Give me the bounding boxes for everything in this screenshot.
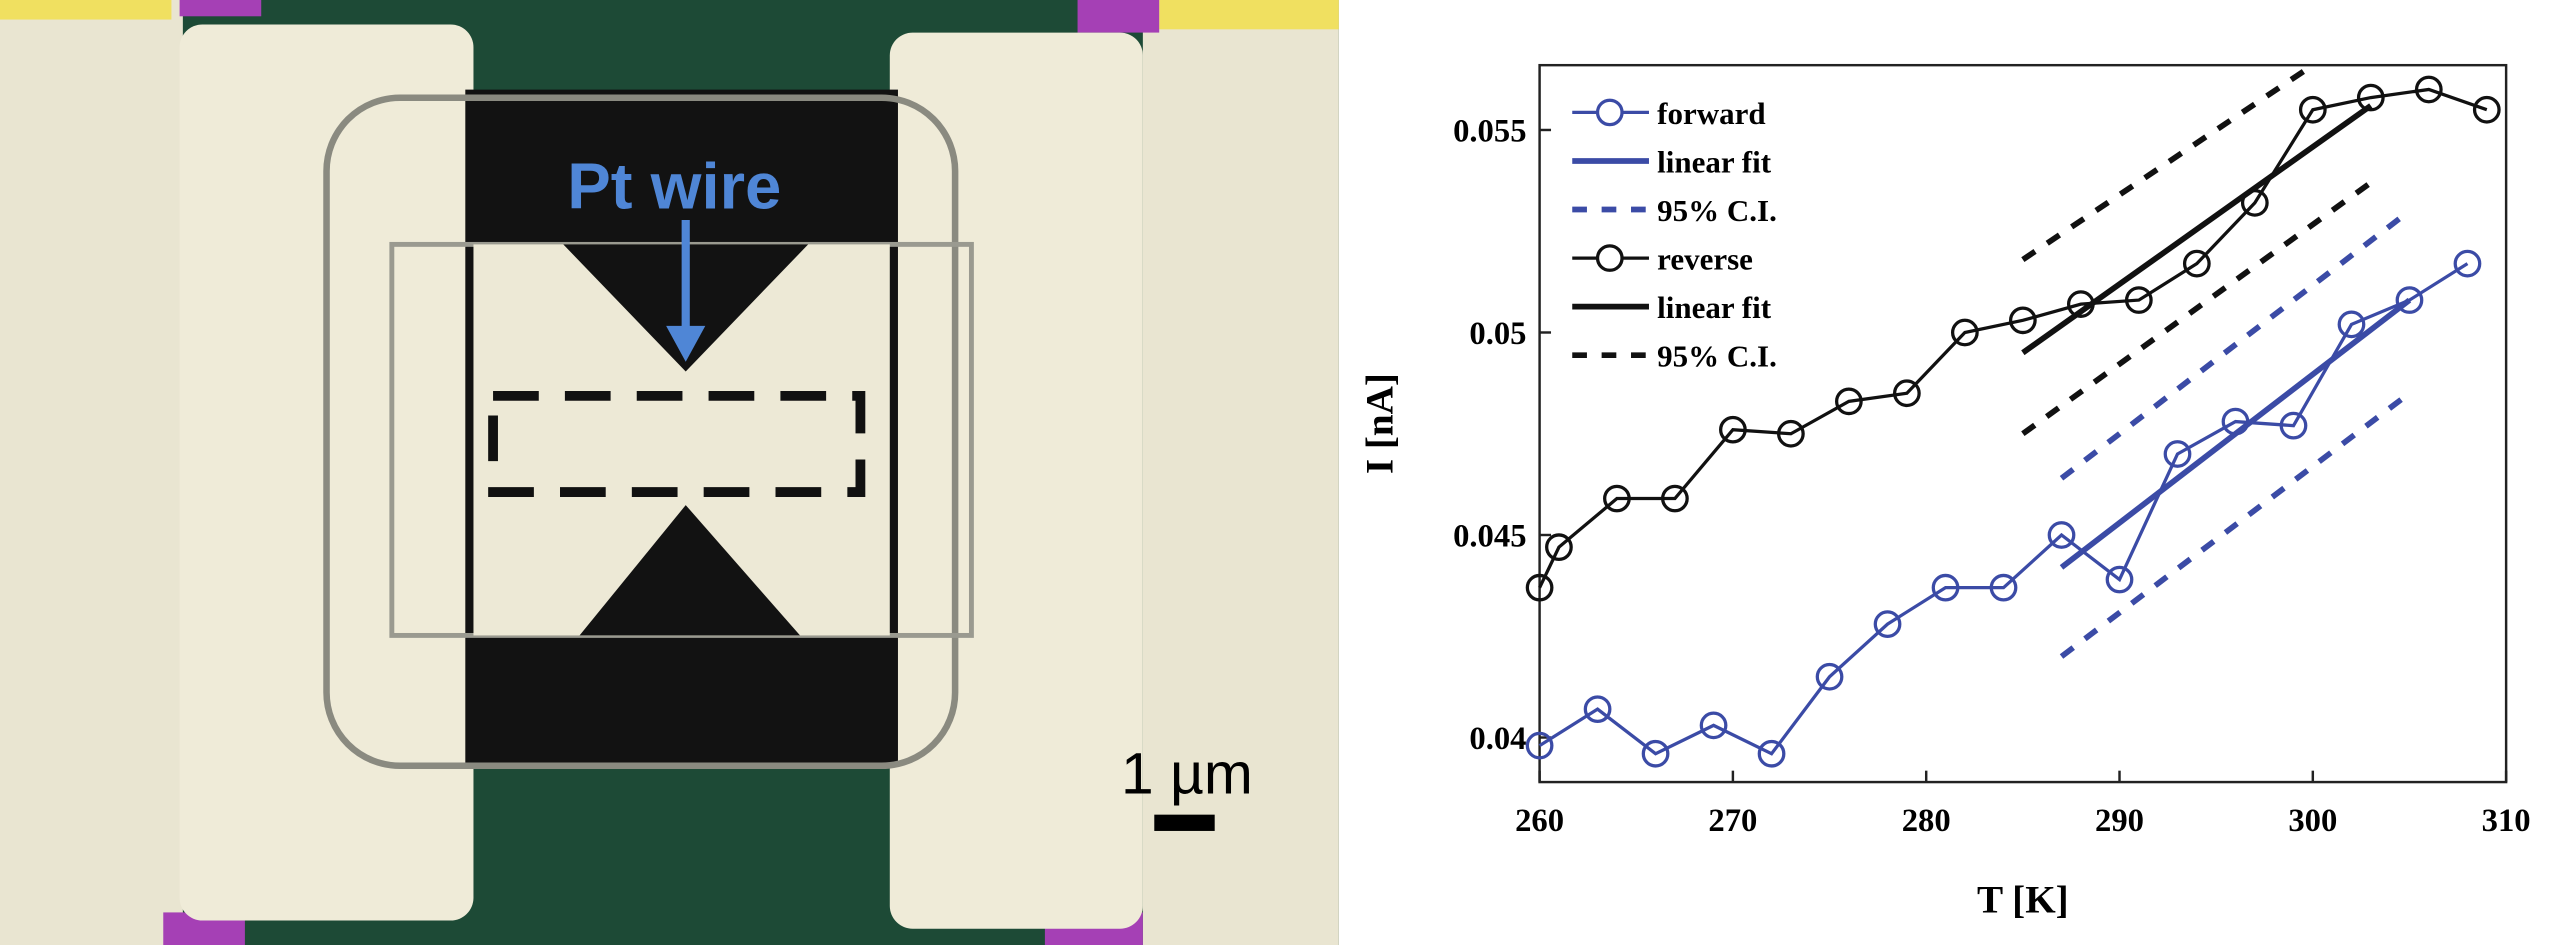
point [1815,662,1844,691]
point [2047,521,2076,549]
point [2414,75,2443,104]
point [2395,286,2424,314]
point [1603,484,1631,513]
legend-label: reverse [1657,242,1753,277]
point [1931,573,1960,602]
point [1525,573,1554,602]
point [2356,83,2385,112]
x-tick-label: 310 [2482,803,2531,839]
y-axis-label: I [nA] [1359,373,1402,474]
legend-marker [1595,244,1624,272]
point [1873,610,1902,638]
point [1892,379,1921,408]
arrow-head [666,325,706,362]
dashed-box [488,391,866,497]
x-axis-label: T [K] [1977,878,2069,921]
scale-bar [1154,814,1215,831]
outline [323,94,959,770]
point [2298,95,2327,124]
legend-label: forward [1657,96,1765,131]
y-tick-label: 0.055 [1453,113,1526,149]
point [1661,484,1689,513]
point [2279,411,2308,440]
series-line [1538,262,2469,756]
legend-label: 95% C.I. [1657,193,1777,228]
annotation: Pt wire [567,150,781,223]
point [1950,318,1979,347]
outer-pad [1142,0,1339,945]
contact [0,0,172,20]
contact [1077,0,1160,33]
series-line [2059,297,2412,570]
point [2453,249,2482,278]
x-tick-label: 270 [1708,803,1757,839]
pad [889,32,1143,929]
legend-label: linear fit [1657,290,1772,325]
point [2337,310,2366,339]
point [1757,739,1786,768]
point [1583,695,1612,724]
point [2124,286,2153,314]
y-tick-label: 0.045 [1453,518,1526,554]
point [2163,440,2192,468]
series-line [2059,208,2412,659]
x-tick-label: 260 [1515,803,1564,839]
series-line [1538,87,2488,589]
plot: 260 270 280 290 300 310 0.04 0.045 0.05 0.055 forw… [1453,62,2531,839]
point [1989,573,2018,602]
scale-label: 1 µm [1121,742,1253,807]
point [1641,739,1670,768]
micrograph: Pt wire 1 µm [0,0,1339,945]
point [2182,249,2211,278]
point [1777,419,1805,448]
point [2105,565,2134,594]
gap [579,505,800,636]
y-tick-label: 0.05 [1469,316,1526,352]
point [1835,387,1863,416]
legend-label: 95% C.I. [1657,339,1777,374]
series-line [2021,62,2373,437]
contact [1159,0,1339,30]
point [1699,711,1728,740]
legend-marker [1595,98,1624,127]
point [1545,533,1573,562]
point [1525,731,1554,760]
x-tick-label: 290 [2095,803,2144,839]
x-tick-label: 280 [1902,803,1951,839]
legend-label: linear fit [1657,144,1772,179]
axes-frame [1538,63,2508,784]
y-tick-label: 0.04 [1469,721,1526,757]
outer-pad [0,0,183,945]
x-tick-label: 300 [2288,803,2337,839]
point [2008,306,2037,335]
series-line [2021,103,2373,356]
contact [179,0,262,17]
point [1719,415,1747,444]
point [2472,95,2501,124]
